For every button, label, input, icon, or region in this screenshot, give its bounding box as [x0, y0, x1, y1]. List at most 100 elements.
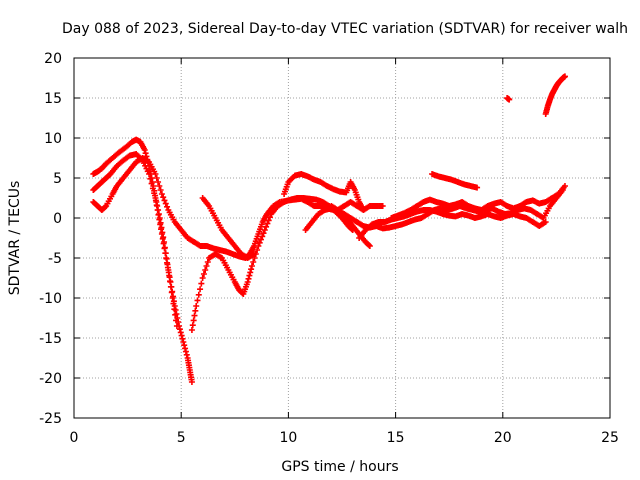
grid-lines	[74, 58, 610, 418]
y-axis-label: SDTVAR / TECUs	[7, 181, 23, 296]
data-point	[246, 272, 253, 279]
data-point	[203, 263, 210, 269]
data-point	[349, 227, 356, 233]
data-point	[245, 275, 252, 282]
data-point	[177, 329, 184, 336]
data-point	[165, 267, 172, 273]
data-point	[171, 306, 178, 313]
data-point	[251, 251, 258, 257]
data-point	[176, 326, 183, 333]
data-point	[159, 229, 166, 236]
data-point	[173, 323, 180, 329]
data-point	[179, 335, 186, 342]
data-point	[261, 227, 268, 233]
data-point	[152, 195, 159, 201]
data-point	[255, 243, 262, 249]
data-point	[157, 219, 164, 226]
data-point	[266, 214, 273, 221]
data-point	[379, 203, 386, 209]
data-point	[156, 215, 163, 221]
data-point	[254, 247, 261, 253]
data-point	[182, 345, 189, 352]
data-point	[160, 234, 167, 241]
data-point	[148, 180, 155, 187]
chart-title: Day 088 of 2023, Sidereal Day-to-day VTE…	[62, 21, 628, 37]
data-point	[257, 236, 264, 243]
data-point	[248, 263, 255, 269]
y-tick-label: -5	[48, 251, 62, 267]
data-point	[182, 348, 189, 355]
data-point	[170, 300, 177, 307]
y-tick-label: 10	[44, 131, 62, 147]
data-point	[197, 286, 204, 293]
x-tick-label: 10	[279, 430, 297, 446]
data-point	[183, 351, 190, 358]
data-point	[161, 197, 168, 204]
data-point	[146, 171, 153, 177]
x-tick-label: 20	[494, 430, 512, 446]
data-point	[200, 271, 207, 277]
data-point	[168, 289, 175, 296]
data-point	[147, 175, 154, 182]
data-points	[90, 73, 568, 385]
data-point	[142, 150, 149, 157]
data-point	[149, 185, 156, 192]
y-tick-label: -25	[39, 411, 62, 427]
data-point	[265, 217, 272, 224]
data-point	[164, 203, 171, 210]
data-point	[194, 297, 201, 304]
data-point	[167, 283, 174, 290]
data-point	[154, 203, 161, 209]
y-tick-label: -15	[39, 331, 62, 347]
data-point	[181, 342, 188, 349]
data-point	[155, 207, 162, 213]
data-point	[151, 190, 158, 197]
y-tick-label: -20	[39, 371, 62, 387]
data-point	[164, 261, 171, 268]
data-point	[161, 244, 168, 251]
data-point	[199, 275, 206, 281]
data-point	[167, 278, 174, 285]
data-point	[141, 147, 148, 153]
data-point	[193, 303, 200, 309]
x-tick-label: 5	[177, 430, 186, 446]
data-point	[506, 96, 513, 103]
axis-ticks: 0 5 10 15 20 25 -25 -20 -15 -10 -5 0 5 10 15 20	[39, 51, 619, 446]
y-tick-label: 5	[53, 171, 62, 187]
data-point	[152, 171, 159, 177]
data-point	[542, 219, 549, 225]
data-point	[155, 179, 162, 185]
data-point	[247, 269, 254, 276]
data-point	[173, 317, 180, 324]
data-point	[259, 233, 266, 240]
data-point	[260, 230, 267, 237]
data-point	[244, 279, 251, 285]
y-tick-label: 20	[44, 51, 62, 67]
data-point	[178, 332, 185, 339]
data-point	[155, 211, 162, 217]
y-tick-label: -10	[39, 291, 62, 307]
data-point	[188, 379, 195, 385]
data-point	[157, 187, 164, 193]
data-point	[474, 184, 481, 191]
data-point	[263, 223, 270, 230]
data-point	[264, 220, 271, 227]
data-point	[188, 327, 195, 333]
data-point	[250, 259, 257, 265]
data-point	[160, 194, 167, 201]
data-point	[561, 73, 568, 80]
data-point	[166, 272, 173, 279]
data-point	[191, 312, 198, 319]
data-point	[190, 317, 197, 324]
data-point	[162, 250, 169, 257]
data-point	[163, 255, 170, 262]
data-point	[189, 322, 196, 329]
data-point	[198, 280, 205, 287]
data-point	[202, 267, 209, 273]
x-axis-label: GPS time / hours	[281, 459, 398, 475]
data-point	[204, 259, 211, 265]
data-point	[172, 311, 179, 318]
x-tick-label: 15	[387, 430, 405, 446]
data-point	[156, 183, 163, 189]
data-point	[158, 191, 165, 197]
